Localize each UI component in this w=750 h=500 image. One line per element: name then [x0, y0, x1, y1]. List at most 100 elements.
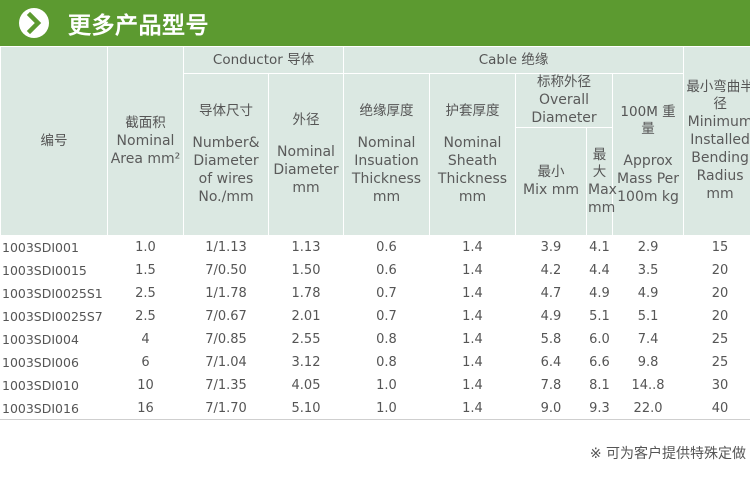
table-row: 1003SDI016 16 7/1.70 5.10 1.0 1.4 9.0 9.3 22.0 40 — [0, 396, 750, 420]
cell-bend: 25 — [683, 327, 750, 351]
cell-diameter: 2.55 — [268, 327, 344, 351]
header-diameter: 外径 Nominal Diameter mm — [268, 73, 344, 236]
cell-wires: 7/1.04 — [183, 350, 269, 374]
spec-table: 编号 截面积 Nominal Area mm² Conductor 导体 Cabl… — [0, 46, 750, 420]
cell-area: 1.5 — [107, 258, 184, 282]
cell-insulation: 0.6 — [343, 258, 430, 282]
cell-bend: 20 — [683, 258, 750, 282]
cell-code: 1003SDI0025S1 — [0, 281, 108, 305]
cell-bend: 15 — [683, 235, 750, 259]
header-wires: 导体尺寸 Number& Diameter of wires No./mm — [183, 73, 269, 236]
cell-min: 4.2 — [515, 258, 587, 282]
header-cable: Cable 绝缘 — [342, 46, 685, 74]
cell-diameter: 1.50 — [268, 258, 344, 282]
cell-mass: 4.9 — [611, 281, 685, 305]
cell-diameter: 1.13 — [268, 235, 344, 259]
header-conductor: Conductor 导体 — [183, 46, 344, 74]
cell-code: 1003SDI004 — [0, 327, 108, 351]
header-bend: 最小弯曲半径 Minimum Installed Bending Radius m… — [683, 46, 750, 236]
cell-area: 4 — [107, 327, 184, 351]
cell-sheath: 1.4 — [429, 327, 516, 351]
cell-sheath: 1.4 — [429, 235, 516, 259]
cell-max: 6.6 — [586, 350, 613, 374]
cell-sheath: 1.4 — [429, 373, 516, 397]
table-row: 1003SDI001 1.0 1/1.13 1.13 0.6 1.4 3.9 4.1 2.9 15 — [0, 235, 750, 259]
cell-bend: 20 — [683, 281, 750, 305]
cell-code: 1003SDI001 — [0, 235, 108, 259]
cell-wires: 1/1.78 — [183, 281, 269, 305]
cell-diameter: 5.10 — [268, 396, 344, 420]
table-row: 1003SDI0025S1 2.5 1/1.78 1.78 0.7 1.4 4.7 4.9 4.… — [0, 281, 750, 305]
section-title: 更多产品型号 — [68, 13, 209, 39]
cell-insulation: 1.0 — [343, 373, 430, 397]
cell-insulation: 0.8 — [343, 350, 430, 374]
cell-bend: 30 — [683, 373, 750, 397]
cell-mass: 2.9 — [611, 235, 685, 259]
cell-mass: 22.0 — [611, 396, 685, 420]
header-min: 最小 Mix mm — [515, 127, 587, 236]
cell-sheath: 1.4 — [429, 396, 516, 420]
section-banner: 更多产品型号 — [0, 0, 750, 46]
cell-min: 5.8 — [515, 327, 587, 351]
cell-max: 9.3 — [586, 396, 613, 420]
cell-insulation: 1.0 — [343, 396, 430, 420]
cell-mass: 3.5 — [611, 258, 685, 282]
table-row: 1003SDI004 4 7/0.85 2.55 0.8 1.4 5.8 6.0 7.4 25 — [0, 327, 750, 351]
header-sheath: 护套厚度 Nominal Sheath Thickness mm — [429, 73, 516, 236]
cell-code: 1003SDI016 — [0, 396, 108, 420]
cell-mass: 7.4 — [611, 327, 685, 351]
cell-insulation: 0.7 — [343, 281, 430, 305]
cell-area: 2.5 — [107, 281, 184, 305]
cell-area: 6 — [107, 350, 184, 374]
cell-wires: 7/0.85 — [183, 327, 269, 351]
cell-mass: 14..8 — [611, 373, 685, 397]
cell-min: 4.7 — [515, 281, 587, 305]
cell-sheath: 1.4 — [429, 350, 516, 374]
cell-diameter: 3.12 — [268, 350, 344, 374]
cell-area: 16 — [107, 396, 184, 420]
header-code: 编号 — [0, 46, 108, 236]
header-area: 截面积 Nominal Area mm² — [107, 46, 184, 236]
cell-max: 6.0 — [586, 327, 613, 351]
cell-code: 1003SDI0025S7 — [0, 304, 108, 328]
cell-min: 3.9 — [515, 235, 587, 259]
spec-table-body: 1003SDI001 1.0 1/1.13 1.13 0.6 1.4 3.9 4.1 2.9 15… — [0, 235, 750, 420]
table-row: 1003SDI0015 1.5 7/0.50 1.50 0.6 1.4 4.2 4.4 3.5 2… — [0, 258, 750, 282]
cell-sheath: 1.4 — [429, 281, 516, 305]
cell-area: 10 — [107, 373, 184, 397]
cell-insulation: 0.6 — [343, 235, 430, 259]
cell-bend: 40 — [683, 396, 750, 420]
cell-max: 4.9 — [586, 281, 613, 305]
header-overall: 标称外径 Overall Diameter — [515, 73, 613, 128]
cell-min: 4.9 — [515, 304, 587, 328]
table-row: 1003SDI010 10 7/1.35 4.05 1.0 1.4 7.8 8.1 14..8 3… — [0, 373, 750, 397]
cell-insulation: 0.8 — [343, 327, 430, 351]
cell-wires: 1/1.13 — [183, 235, 269, 259]
cell-code: 1003SDI006 — [0, 350, 108, 374]
cell-bend: 20 — [683, 304, 750, 328]
cell-diameter: 2.01 — [268, 304, 344, 328]
cell-wires: 7/0.50 — [183, 258, 269, 282]
cell-max: 5.1 — [586, 304, 613, 328]
cell-insulation: 0.7 — [343, 304, 430, 328]
header-mass: 100M 重量 Approx Mass Per 100m kg — [611, 73, 685, 236]
cell-area: 2.5 — [107, 304, 184, 328]
custom-order-note: ※ 可为客户提供特殊定做 — [589, 446, 746, 462]
table-row: 1003SDI006 6 7/1.04 3.12 0.8 1.4 6.4 6.6 9.8 25 — [0, 350, 750, 374]
table-row: 1003SDI0025S7 2.5 7/0.67 2.01 0.7 1.4 4.9 5.1 5.… — [0, 304, 750, 328]
cell-code: 1003SDI0015 — [0, 258, 108, 282]
cell-min: 7.8 — [515, 373, 587, 397]
cell-wires: 7/0.67 — [183, 304, 269, 328]
cell-min: 9.0 — [515, 396, 587, 420]
cell-area: 1.0 — [107, 235, 184, 259]
header-max: 最大 Max mm — [586, 127, 617, 236]
cell-max: 4.1 — [586, 235, 613, 259]
cell-code: 1003SDI010 — [0, 373, 108, 397]
cell-wires: 7/1.70 — [183, 396, 269, 420]
chevron-right-icon — [19, 8, 49, 38]
cell-diameter: 1.78 — [268, 281, 344, 305]
cell-max: 4.4 — [586, 258, 613, 282]
cell-wires: 7/1.35 — [183, 373, 269, 397]
cell-bend: 25 — [683, 350, 750, 374]
cell-diameter: 4.05 — [268, 373, 344, 397]
